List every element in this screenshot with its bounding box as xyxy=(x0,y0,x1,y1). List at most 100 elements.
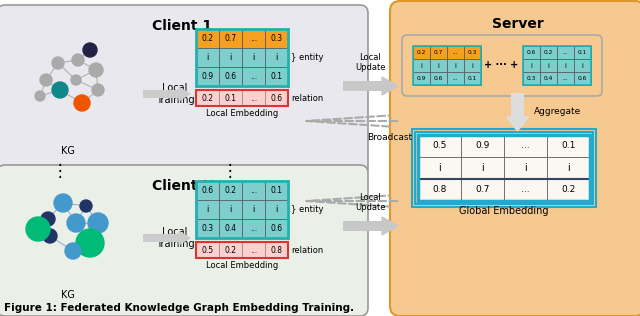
Circle shape xyxy=(43,229,57,243)
Text: 0.6: 0.6 xyxy=(271,94,283,103)
Bar xyxy=(540,46,557,59)
Bar xyxy=(265,67,288,86)
Bar xyxy=(196,48,219,67)
Bar xyxy=(523,72,540,85)
Text: i: i xyxy=(275,53,278,62)
Bar xyxy=(219,48,242,67)
Text: 0.4: 0.4 xyxy=(544,76,553,81)
Bar xyxy=(574,72,591,85)
Polygon shape xyxy=(382,77,398,95)
Bar xyxy=(413,46,430,59)
Text: 0.2: 0.2 xyxy=(561,185,575,195)
Text: 0.7: 0.7 xyxy=(225,34,237,43)
Text: 0.2: 0.2 xyxy=(225,186,237,195)
Bar xyxy=(415,132,593,204)
Polygon shape xyxy=(382,217,398,235)
Text: Local Embedding: Local Embedding xyxy=(206,261,278,270)
Text: 0.7: 0.7 xyxy=(434,50,443,55)
Circle shape xyxy=(26,217,50,241)
Text: 0.2: 0.2 xyxy=(202,94,214,103)
Bar xyxy=(540,59,557,72)
Bar xyxy=(504,135,547,157)
Text: 0.3: 0.3 xyxy=(271,34,283,43)
Bar xyxy=(343,81,382,91)
Text: KG: KG xyxy=(61,290,75,300)
Circle shape xyxy=(89,63,103,77)
Bar xyxy=(464,59,481,72)
Bar xyxy=(523,46,540,59)
Text: i: i xyxy=(229,205,232,214)
Text: i: i xyxy=(524,163,527,173)
Bar xyxy=(242,29,265,48)
Bar xyxy=(557,59,574,72)
Bar xyxy=(219,219,242,238)
Circle shape xyxy=(41,212,55,226)
Bar xyxy=(418,157,461,179)
Bar xyxy=(547,179,590,201)
Text: ...: ... xyxy=(563,76,568,81)
Text: 0.6: 0.6 xyxy=(434,76,443,81)
Text: 0.2: 0.2 xyxy=(202,34,214,43)
Bar xyxy=(540,72,557,85)
Text: 0.7: 0.7 xyxy=(476,185,490,195)
Text: ...: ... xyxy=(452,76,458,81)
Circle shape xyxy=(52,82,68,98)
Bar xyxy=(430,72,447,85)
Text: 0.2: 0.2 xyxy=(417,50,426,55)
Text: Client 1: Client 1 xyxy=(152,19,212,33)
Bar xyxy=(242,181,265,200)
Text: relation: relation xyxy=(291,246,323,255)
Text: i: i xyxy=(206,53,209,62)
Circle shape xyxy=(67,214,85,232)
Circle shape xyxy=(35,91,45,101)
Bar xyxy=(430,59,447,72)
Text: i: i xyxy=(438,63,440,69)
Bar xyxy=(196,67,219,86)
Bar xyxy=(447,59,464,72)
Text: 0.1: 0.1 xyxy=(468,76,477,81)
Bar xyxy=(461,157,504,179)
Text: 0.6: 0.6 xyxy=(202,186,214,195)
FancyBboxPatch shape xyxy=(0,165,368,316)
Text: 0.9: 0.9 xyxy=(476,142,490,150)
Bar xyxy=(219,242,242,258)
Text: i: i xyxy=(472,63,474,69)
Text: Figure 1: Federated Knowledge Graph Embedding Training.: Figure 1: Federated Knowledge Graph Embe… xyxy=(4,303,354,313)
Text: Local
Training: Local Training xyxy=(156,227,195,249)
Text: i: i xyxy=(206,205,209,214)
Bar xyxy=(196,181,288,238)
Bar xyxy=(547,157,590,179)
Bar xyxy=(196,219,219,238)
Text: 0.1: 0.1 xyxy=(271,186,282,195)
Bar xyxy=(418,135,461,157)
Circle shape xyxy=(54,194,72,212)
Text: 0.6: 0.6 xyxy=(527,50,536,55)
Text: 0.6: 0.6 xyxy=(578,76,587,81)
Bar xyxy=(242,219,265,238)
Text: i: i xyxy=(564,63,566,69)
Text: ...: ... xyxy=(521,185,530,195)
Bar xyxy=(430,46,447,59)
Text: Local
Update: Local Update xyxy=(355,52,386,72)
Bar xyxy=(413,72,430,85)
Text: 0.1: 0.1 xyxy=(578,50,587,55)
Text: 0.2: 0.2 xyxy=(225,246,237,255)
Text: 0.8: 0.8 xyxy=(432,185,447,195)
Bar xyxy=(557,46,574,59)
Circle shape xyxy=(71,75,81,85)
Bar xyxy=(504,179,547,201)
Text: KG: KG xyxy=(61,146,75,156)
Text: i: i xyxy=(252,53,255,62)
Text: 0.8: 0.8 xyxy=(271,246,282,255)
Bar xyxy=(523,46,591,85)
Bar xyxy=(547,135,590,157)
Text: ...: ... xyxy=(250,34,257,43)
Bar xyxy=(242,48,265,67)
Text: i: i xyxy=(548,63,549,69)
Text: Global Embedding: Global Embedding xyxy=(460,206,548,216)
Bar xyxy=(219,67,242,86)
Bar xyxy=(265,242,288,258)
Text: ...: ... xyxy=(452,50,458,55)
Text: ⋮: ⋮ xyxy=(52,162,68,180)
Circle shape xyxy=(88,213,108,233)
